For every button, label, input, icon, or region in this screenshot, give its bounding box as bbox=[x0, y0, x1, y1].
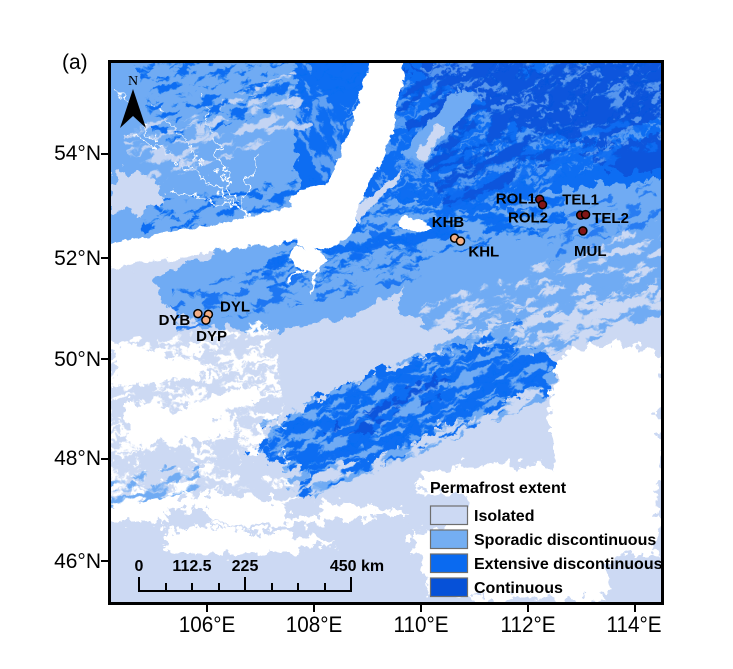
svg-text:MUL: MUL bbox=[574, 243, 607, 260]
svg-text:DYP: DYP bbox=[196, 328, 227, 345]
svg-text:Sporadic discontinuous: Sporadic discontinuous bbox=[474, 532, 656, 549]
svg-text:ROL1: ROL1 bbox=[496, 191, 536, 208]
svg-text:DYB: DYB bbox=[159, 312, 191, 329]
svg-text:Permafrost extent: Permafrost extent bbox=[430, 480, 567, 497]
svg-text:Extensive discontinuous: Extensive discontinuous bbox=[474, 556, 661, 573]
svg-text:Isolated: Isolated bbox=[474, 508, 534, 525]
svg-text:TEL2: TEL2 bbox=[592, 210, 629, 227]
svg-text:DYL: DYL bbox=[220, 299, 250, 316]
svg-text:KHB: KHB bbox=[432, 214, 465, 231]
svg-text:N: N bbox=[128, 74, 138, 89]
svg-text:TEL1: TEL1 bbox=[562, 192, 599, 209]
svg-text:KHL: KHL bbox=[468, 244, 499, 261]
svg-text:ROL2: ROL2 bbox=[508, 210, 548, 227]
svg-text:Continuous: Continuous bbox=[474, 580, 563, 597]
